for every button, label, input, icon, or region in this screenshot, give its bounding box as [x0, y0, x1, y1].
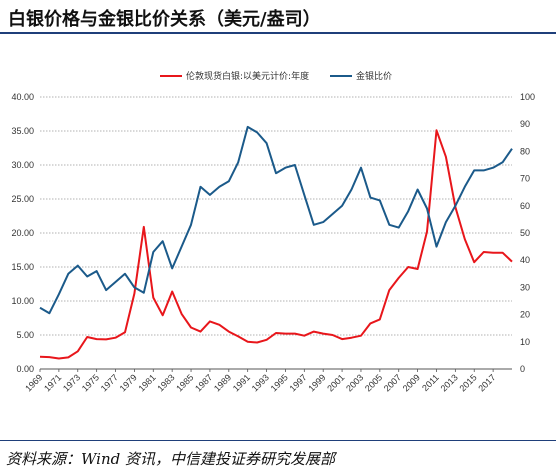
y-left-tick-label: 30.00	[11, 160, 34, 170]
title-rule	[0, 32, 556, 34]
y-left-tick-label: 25.00	[11, 194, 34, 204]
x-tick-label: 2003	[344, 372, 365, 393]
x-tick-label: 1971	[42, 372, 63, 393]
y-left-tick-label: 10.00	[11, 296, 34, 306]
y-left-tick-label: 35.00	[11, 126, 34, 136]
y-right-tick-label: 20	[520, 310, 530, 320]
x-tick-label: 1987	[193, 372, 214, 393]
legend-label-silver: 伦敦现货白银:以美元计价:年度	[186, 70, 309, 82]
x-tick-label: 1993	[250, 372, 271, 393]
legend-label-ratio: 金银比价	[356, 70, 392, 82]
x-tick-label: 1983	[155, 372, 176, 393]
x-tick-label: 1997	[287, 372, 308, 393]
y-right-tick-label: 0	[520, 364, 525, 374]
y-left-tick-label: 40.00	[11, 92, 34, 102]
y-left-tick-label: 15.00	[11, 262, 34, 272]
y-right-tick-label: 10	[520, 337, 530, 347]
x-tick-label: 2011	[420, 372, 441, 393]
x-tick-label: 2017	[476, 372, 497, 393]
y-right-tick-label: 80	[520, 146, 530, 156]
y-right-tick-label: 50	[520, 228, 530, 238]
x-tick-label: 2015	[457, 372, 478, 393]
x-axis: 1969197119731975197719791981198319851987…	[23, 369, 498, 394]
x-tick-label: 1995	[269, 372, 290, 393]
y-right-tick-label: 60	[520, 201, 530, 211]
y-right-tick-label: 30	[520, 282, 530, 292]
x-tick-label: 2009	[401, 372, 422, 393]
x-tick-label: 1973	[61, 372, 82, 393]
x-tick-label: 1991	[231, 372, 252, 393]
legend: 伦敦现货白银:以美元计价:年度 金银比价	[160, 70, 392, 82]
x-tick-label: 2007	[382, 372, 403, 393]
x-tick-label: 1999	[306, 372, 327, 393]
y-left-tick-label: 5.00	[16, 330, 34, 340]
y-right-tick-label: 40	[520, 255, 530, 265]
x-tick-label: 2001	[325, 372, 346, 393]
x-tick-label: 1981	[136, 372, 157, 393]
x-tick-label: 1977	[99, 372, 120, 393]
x-tick-label: 1969	[23, 372, 44, 393]
x-tick-label: 1975	[80, 372, 101, 393]
x-tick-label: 2013	[439, 372, 460, 393]
series-line-gold-silver-ratio	[39, 125, 513, 315]
y-left-tick-label: 0.00	[16, 364, 34, 374]
source-note: 资料来源：Wind 资讯，中信建投证券研究发展部	[6, 450, 335, 468]
y-axis-left: 0.00 5.00 10.00 15.00 20.00 25.00 30.00 35.00 40…	[11, 92, 34, 374]
y-axis-right: 0 10 20 30 40 50 60 70 80 90 100	[520, 92, 535, 374]
x-tick-label: 1989	[212, 372, 233, 393]
x-tick-label: 1979	[118, 372, 139, 393]
series-line-silver-price	[39, 129, 513, 360]
page-title: 白银价格与金银比价关系（美元/盎司）	[8, 9, 321, 30]
series-group	[39, 125, 513, 360]
y-right-tick-label: 70	[520, 174, 530, 184]
y-right-tick-label: 100	[520, 92, 535, 102]
x-tick-label: 2005	[363, 372, 384, 393]
x-tick-label: 1985	[174, 372, 195, 393]
chart: 0.00 5.00 10.00 15.00 20.00 25.00 30.00 35.00 40…	[11, 70, 535, 394]
footer-rule	[0, 440, 556, 441]
y-right-tick-label: 90	[520, 119, 530, 129]
y-left-tick-label: 20.00	[11, 228, 34, 238]
